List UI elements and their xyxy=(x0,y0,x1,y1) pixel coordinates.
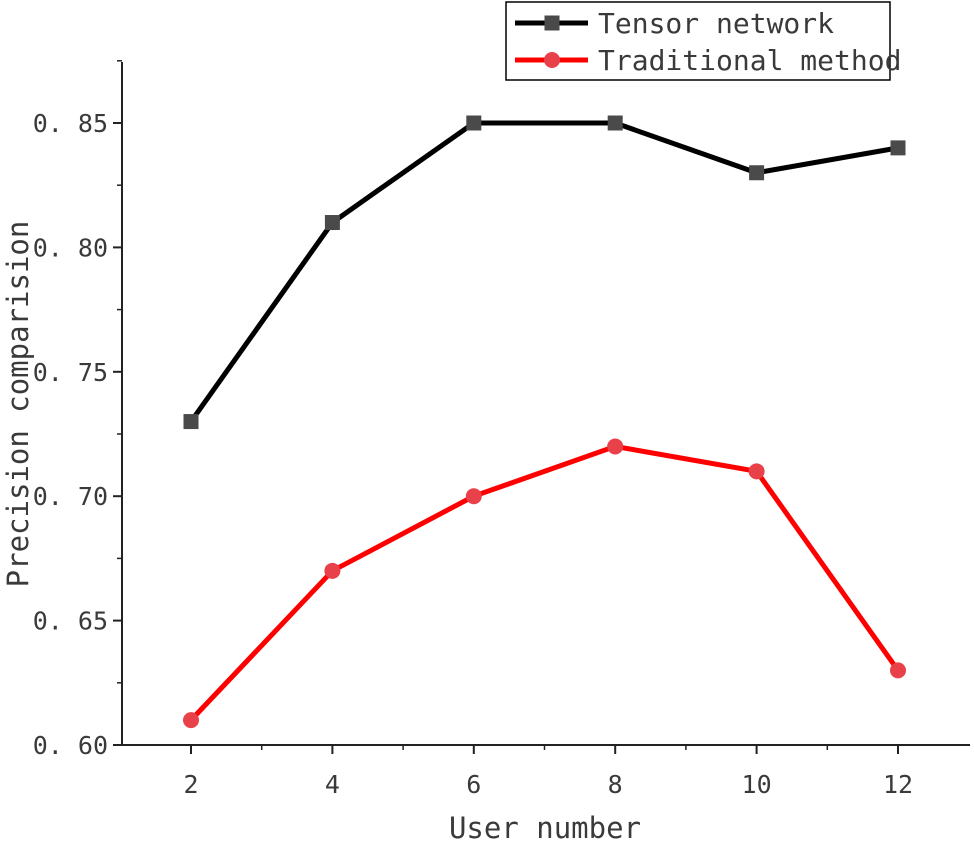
data-point-square xyxy=(607,115,623,131)
x-tick-label: 12 xyxy=(883,770,913,799)
series-line xyxy=(188,120,899,424)
legend-label: Traditional method xyxy=(598,44,901,77)
legend-item: Traditional method xyxy=(515,44,901,77)
axes xyxy=(121,62,970,746)
legend: Tensor network Traditional method xyxy=(505,1,901,81)
x-tick-label: 4 xyxy=(325,770,340,799)
series-line xyxy=(189,443,901,722)
data-point-circle xyxy=(183,712,199,729)
y-ticks: 0. 60 0. 65 0. 70 0. 75 0. 80 0. 85 xyxy=(33,60,122,760)
data-point-circle xyxy=(748,463,765,480)
series-tensor-network xyxy=(183,115,906,430)
x-tick-label: 8 xyxy=(608,770,623,799)
legend-square-marker xyxy=(544,15,560,31)
data-point-square xyxy=(183,414,199,430)
data-point-circle xyxy=(324,562,341,579)
series-layer xyxy=(183,115,906,729)
y-tick-label: 0. 75 xyxy=(33,358,108,387)
data-point-square xyxy=(324,215,340,231)
y-axis-title: Precision comparision xyxy=(1,221,35,588)
data-point-circle xyxy=(465,488,482,505)
y-tick-label: 0. 80 xyxy=(33,233,108,262)
legend-item: Tensor network xyxy=(515,7,834,40)
x-ticks: 2 4 6 8 10 12 xyxy=(183,745,913,799)
x-tick-label: 2 xyxy=(183,770,198,799)
y-tick-label: 0. 85 xyxy=(33,109,108,138)
data-point-circle xyxy=(890,662,906,679)
x-tick-label: 6 xyxy=(466,770,481,799)
legend-box xyxy=(505,1,891,81)
data-point-square xyxy=(749,165,765,181)
y-tick-label: 0. 60 xyxy=(33,731,108,760)
y-tick-label: 0. 65 xyxy=(33,607,108,636)
data-point-square xyxy=(466,115,482,131)
legend-circle-marker xyxy=(544,52,560,68)
data-point-circle xyxy=(607,438,624,455)
x-axis-title: User number xyxy=(449,811,641,842)
x-tick-label: 10 xyxy=(742,770,772,799)
legend-label: Tensor network xyxy=(598,7,834,40)
series-traditional-method xyxy=(183,438,906,729)
data-point-square xyxy=(890,140,906,156)
y-tick-label: 0. 70 xyxy=(33,482,108,511)
